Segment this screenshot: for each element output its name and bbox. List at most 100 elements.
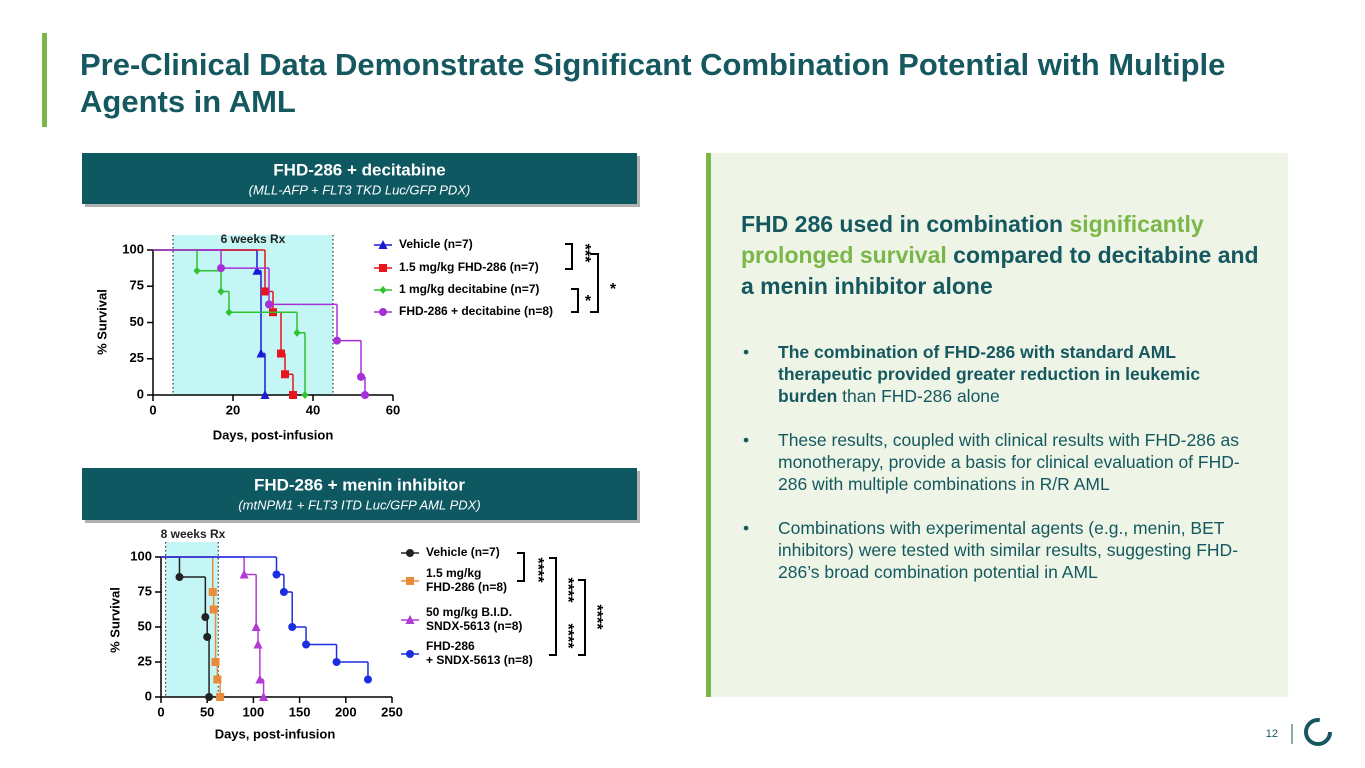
legend-label: Vehicle (n=7) [399,237,473,251]
legend-label: 1 mg/kg decitabine (n=7) [399,282,539,296]
bullet: These results, coupled with clinical res… [741,429,1261,495]
significance-bracket [578,579,586,656]
marker [260,390,270,399]
legend-marker [378,240,388,249]
logo [1304,718,1332,746]
bullet-text: than FHD-286 alone [837,386,1000,406]
marker [255,674,265,684]
bullet-bold: The combination of FHD-286 with standard… [778,342,1201,406]
marker [225,308,233,317]
marker [361,391,369,399]
marker [301,391,309,399]
y-axis-label: % Survival [94,289,109,355]
marker [281,370,289,379]
x-tick-label: 0 [149,402,156,417]
bullet-text: Combinations with experimental agents (e… [778,518,1239,582]
legend-label: FHD-286 + SNDX-5613 (n=8) [426,639,533,667]
marker [277,349,285,358]
slide-title: Pre-Clinical Data Demonstrate Significan… [80,47,1226,119]
x-tick-label: 60 [386,402,400,417]
bullet-list: The combination of FHD-286 with standard… [741,341,1261,605]
marker [288,623,297,631]
significance-stars: * [610,281,617,298]
rx-label: 6 weeks Rx [221,232,286,246]
bullet-text: These results, coupled with clinical res… [778,430,1240,494]
legend-marker [379,264,387,272]
y-tick-label: 0 [145,688,152,703]
chart-header [82,153,637,204]
y-tick-label: 50 [138,618,152,633]
significance-bracket [571,288,579,313]
significance-bracket [549,557,557,656]
heading-text: FHD 286 used in combination [741,211,1070,237]
chart-subtitle: (MLL-AFP + FLT3 TKD Luc/GFP PDX) [249,182,471,197]
marker [332,658,341,666]
legend-label: FHD-286 + decitabine (n=8) [399,304,553,318]
marker [175,573,184,582]
marker [217,264,225,273]
marker [252,265,262,275]
marker [213,675,222,684]
marker [201,613,210,622]
significance-stars: *** [576,244,593,263]
significance-stars: **** [588,605,605,631]
legend-label: Vehicle (n=7) [426,545,500,559]
marker [211,658,220,666]
x-tick-label: 20 [226,402,240,417]
legend-marker [405,615,415,624]
significance-bracket [590,253,599,313]
heading-text: compared to decitabine and a menin inhib… [741,242,1259,299]
x-tick-label: 40 [306,402,320,417]
rx-label: 8 weeks Rx [161,527,226,541]
marker [205,693,214,701]
x-tick-label: 200 [335,704,357,719]
chart-header [82,468,637,520]
chart-title: FHD-286 + decitabine [273,160,445,179]
marker [217,287,225,296]
y-tick-label: 0 [137,386,144,401]
legend-marker [406,650,414,658]
x-tick-label: 0 [157,704,164,719]
x-tick-label: 250 [381,704,403,719]
marker [216,693,225,701]
marker [279,588,288,596]
marker [251,622,261,631]
y-tick-label: 25 [138,653,152,668]
x-tick-label: 150 [289,704,311,719]
legend-marker [379,308,387,316]
marker [203,632,212,641]
legend-label: 50 mg/kg B.I.D. SNDX-5613 (n=8) [426,605,522,633]
y-tick-label: 25 [130,350,144,365]
marker [261,287,269,296]
rx-window [173,235,333,395]
marker [363,675,372,684]
legend-marker [406,577,414,585]
legend-marker [379,286,387,294]
marker [193,266,201,275]
rx-window [165,542,219,697]
marker [357,372,365,381]
x-axis-label: Days, post-infusion [213,427,334,442]
marker [333,336,341,345]
marker [272,570,281,579]
marker [289,391,297,399]
x-tick-label: 100 [243,704,265,719]
chart-title: FHD-286 + menin inhibitor [254,475,465,494]
significance-stars: **** [559,624,576,650]
chart-subtitle: (mtNPM1 + FLT3 ITD Luc/GFP AML PDX) [238,497,480,512]
marker [265,300,273,309]
bullet: Combinations with experimental agents (e… [741,517,1261,583]
title-accent [42,33,47,127]
marker [259,692,269,701]
marker [302,640,311,649]
y-tick-label: 75 [130,278,144,293]
marker [208,588,217,596]
significance-stars: **** [529,558,546,584]
y-tick-label: 100 [122,241,144,256]
significance-stars: * [585,293,592,310]
x-tick-label: 50 [200,704,214,719]
legend-label: 1.5 mg/kg FHD-286 (n=7) [399,260,539,274]
marker [256,348,266,358]
